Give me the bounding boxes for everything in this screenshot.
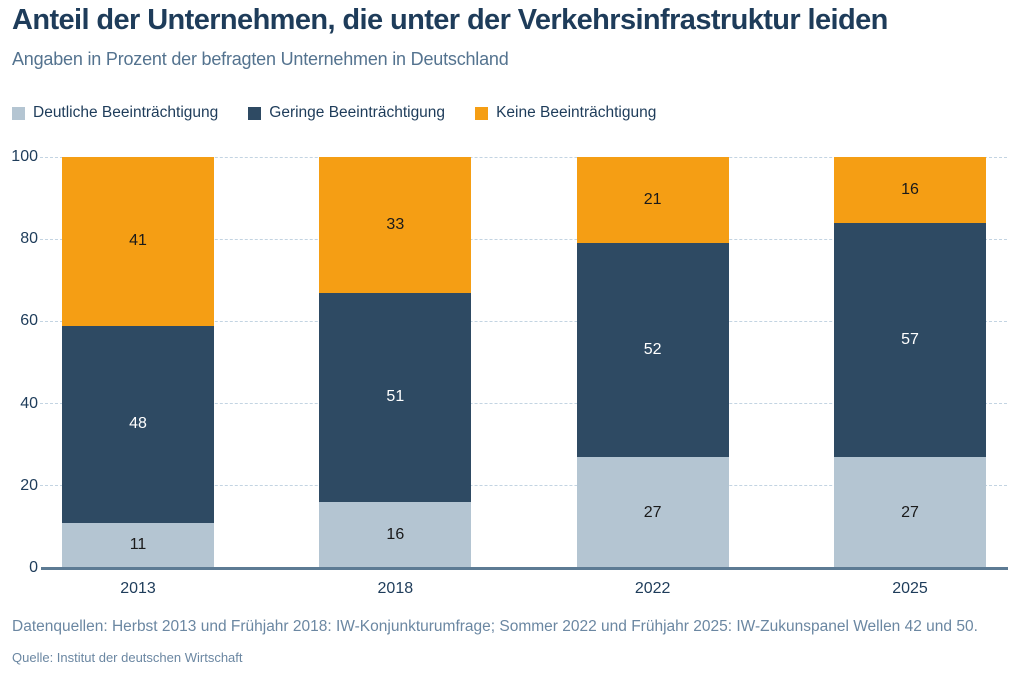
bar-value-label: 57 (901, 330, 919, 348)
legend-swatch-icon (248, 106, 262, 120)
bar-value-label: 51 (386, 388, 405, 406)
legend-swatch-icon (475, 106, 489, 120)
bar-value-label: 41 (129, 232, 147, 250)
bar-segment: 52 (576, 243, 729, 458)
page-title: Anteil der Unternehmen, die unter der Ve… (12, 4, 888, 36)
bar-value-label: 16 (386, 526, 405, 544)
bar-group-2013: 11 48 41 (62, 157, 214, 568)
bar-group-2022: 27 52 21 (576, 157, 729, 568)
y-tick-label: 40 (20, 394, 38, 412)
y-tick-label: 60 (20, 312, 38, 330)
plot-area: 11 48 41 16 51 33 27 52 21 27 57 16 (40, 156, 1008, 570)
gridline (40, 156, 1007, 158)
legend-label: Keine Beeinträchtigung (496, 104, 657, 121)
bar-segment: 57 (833, 222, 986, 458)
bar-value-label: 48 (129, 415, 147, 433)
bar-segment: 16 (319, 502, 472, 568)
bar-value-label: 16 (901, 180, 919, 198)
bar-segment: 16 (833, 157, 986, 223)
legend-label: Deutliche Beeinträchtigung (33, 104, 219, 121)
bar-segment: 21 (576, 157, 729, 244)
legend-item: Geringe Beeinträchtigung (248, 104, 445, 122)
y-tick-label: 20 (20, 476, 38, 494)
x-tick-label: 2022 (634, 580, 671, 597)
bar-value-label: 52 (643, 341, 662, 359)
x-tick-label: 2025 (892, 580, 928, 597)
bar-value-label: 27 (643, 503, 662, 521)
y-tick-label: 0 (29, 559, 38, 576)
gridline (40, 403, 1007, 405)
source-note: Quelle: Institut der deutschen Wirtschaf… (12, 650, 243, 665)
legend-item: Deutliche Beeinträchtigung (12, 104, 218, 122)
bar-segment: 27 (833, 457, 986, 568)
bar-group-2018: 16 51 33 (319, 157, 472, 568)
bar-value-label: 11 (129, 536, 147, 554)
x-tick-label: 2018 (377, 580, 414, 597)
bar-segment: 41 (62, 157, 214, 326)
x-axis-line (41, 566, 1008, 570)
bar-segment: 48 (62, 325, 214, 523)
bar-segment: 27 (576, 457, 729, 568)
page-subtitle: Angaben in Prozent der befragten Unterne… (12, 49, 509, 69)
datasources-note: Datenquellen: Herbst 2013 und Frühjahr 2… (12, 618, 978, 635)
bar-group-2025: 27 57 16 (833, 157, 986, 568)
y-tick-label: 80 (20, 230, 38, 248)
bar-segment: 33 (319, 157, 472, 293)
bar-segment: 51 (319, 292, 472, 503)
bar-value-label: 33 (386, 215, 405, 233)
legend-item: Keine Beeinträchtigung (475, 104, 656, 122)
y-tick-label: 100 (11, 148, 38, 165)
legend: Deutliche Beeinträchtigung Geringe Beeint… (12, 104, 656, 122)
x-tick-label: 2013 (120, 580, 156, 597)
legend-swatch-icon (12, 106, 25, 120)
bar-value-label: 27 (901, 503, 919, 521)
gridline (40, 485, 1007, 487)
gridline (40, 238, 1007, 240)
legend-label: Geringe Beeinträchtigung (269, 104, 446, 121)
bar-segment: 11 (62, 522, 214, 568)
stacked-bar-chart: 0 20 40 60 80 100 11 48 41 16 51 33 27 52 21 27 57 16 20… (0, 148, 1020, 605)
bar-value-label: 21 (643, 191, 662, 209)
gridline (40, 320, 1007, 322)
